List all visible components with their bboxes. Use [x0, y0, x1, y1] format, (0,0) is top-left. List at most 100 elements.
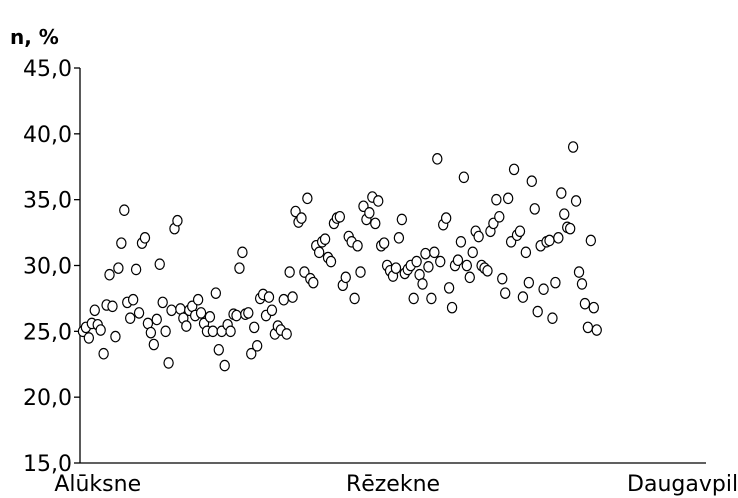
y-tick-label: 25,0 [23, 320, 72, 345]
data-point [154, 258, 165, 270]
data-point [570, 195, 582, 207]
data-point [547, 312, 558, 324]
data-point [319, 233, 331, 245]
data-point [373, 195, 384, 207]
data-point [151, 313, 162, 326]
x-category-label: Rēzekne [346, 472, 440, 497]
y-tick-label: 40,0 [23, 123, 72, 148]
data-point [458, 171, 470, 184]
data-point [482, 264, 493, 277]
data-point [139, 232, 151, 244]
data-point [296, 212, 307, 224]
data-point [145, 326, 157, 339]
data-point [452, 254, 464, 267]
data-point [98, 347, 109, 360]
data-point [378, 237, 390, 249]
data-point [133, 307, 145, 319]
data-point [544, 234, 555, 247]
data-point [500, 287, 511, 299]
data-point [352, 239, 363, 252]
data-point [251, 340, 263, 352]
data-point [446, 301, 458, 314]
x-category-label: Alūksne [54, 472, 141, 497]
data-point [181, 320, 192, 332]
data-point [281, 328, 292, 340]
data-point [302, 192, 313, 205]
data-point [207, 325, 219, 338]
data-point [559, 208, 570, 220]
data-point [225, 325, 236, 338]
data-point [119, 204, 130, 216]
data-point [396, 213, 408, 226]
data-point [284, 266, 295, 278]
data-point [308, 276, 319, 289]
data-point [340, 271, 351, 284]
data-point [249, 321, 260, 334]
y-tick-label: 45,0 [23, 57, 72, 82]
data-point [160, 325, 171, 338]
data-point [287, 291, 298, 303]
data-point [113, 262, 124, 274]
data-point [127, 293, 139, 306]
data-point [370, 217, 381, 230]
data-point [116, 237, 127, 249]
data-point [591, 324, 602, 336]
data-point [266, 304, 278, 317]
data-point [585, 234, 597, 247]
data-point [432, 153, 443, 165]
data-point [440, 212, 452, 224]
data-point [443, 282, 455, 294]
x-category-label: Daugavpils [627, 472, 738, 497]
data-point [520, 246, 532, 259]
data-point [411, 255, 422, 268]
data-point [550, 276, 561, 289]
data-point [124, 312, 136, 324]
data-points [77, 141, 602, 372]
data-point [582, 321, 594, 334]
data-point [278, 293, 289, 306]
data-point [246, 347, 257, 360]
data-point [130, 263, 142, 276]
data-point [325, 255, 337, 268]
data-point [467, 246, 478, 259]
data-point [243, 307, 254, 319]
data-point [390, 262, 402, 274]
data-point [107, 300, 118, 313]
data-point [564, 222, 576, 235]
data-point [497, 272, 508, 285]
data-point [157, 296, 168, 309]
data-point [508, 163, 520, 176]
data-point [219, 359, 230, 372]
data-point [461, 259, 473, 272]
data-point [234, 262, 245, 274]
data-point [417, 278, 428, 290]
data-point [455, 236, 467, 248]
data-point [556, 187, 567, 199]
data-point [95, 324, 106, 336]
data-point [163, 357, 174, 369]
data-point [553, 232, 564, 244]
data-point [393, 232, 405, 244]
data-point [104, 268, 115, 281]
y-tick-label: 35,0 [23, 189, 72, 214]
data-point [567, 141, 579, 153]
data-point [313, 246, 325, 259]
data-point [192, 293, 204, 306]
data-point [334, 210, 346, 223]
data-point [110, 330, 121, 343]
data-point [408, 292, 419, 305]
y-tick-label: 20,0 [23, 386, 72, 411]
x-axis-labels: Alūksne Rēzekne Daugavpils [54, 472, 738, 497]
data-point [231, 309, 242, 322]
y-axis-label: n, % [10, 25, 59, 49]
data-point [517, 291, 529, 303]
data-point [166, 304, 177, 317]
data-point [532, 305, 543, 318]
data-point [237, 246, 248, 259]
data-point [195, 307, 207, 319]
data-point [579, 297, 591, 310]
data-point [89, 304, 100, 317]
data-point [204, 311, 216, 323]
data-point [349, 292, 360, 305]
